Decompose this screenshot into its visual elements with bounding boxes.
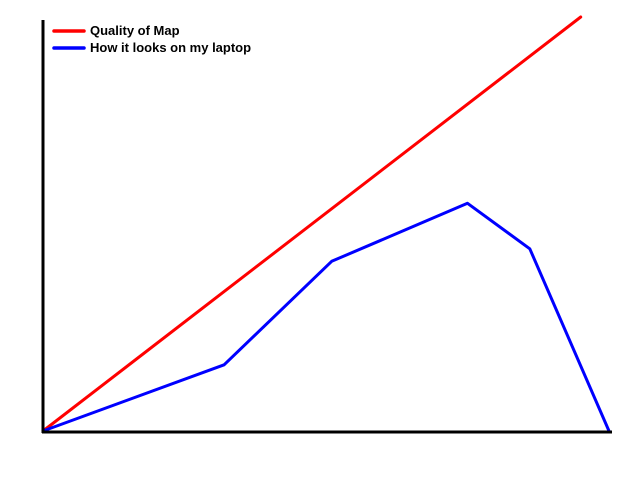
series-line-1 (41, 201, 611, 433)
legend-entry-how-it-looks-on-my-laptop: How it looks on my laptop (52, 40, 251, 55)
legend-label-quality-of-map: Quality of Map (90, 23, 180, 38)
series-line-0 (41, 15, 583, 433)
axes-layer (41, 20, 612, 434)
legend-label-how-it-looks-on-my-laptop: How it looks on my laptop (90, 40, 251, 55)
legend: Quality of Map How it looks on my laptop (52, 23, 251, 55)
series-layer (41, 15, 611, 433)
legend-entry-quality-of-map: Quality of Map (52, 23, 180, 38)
